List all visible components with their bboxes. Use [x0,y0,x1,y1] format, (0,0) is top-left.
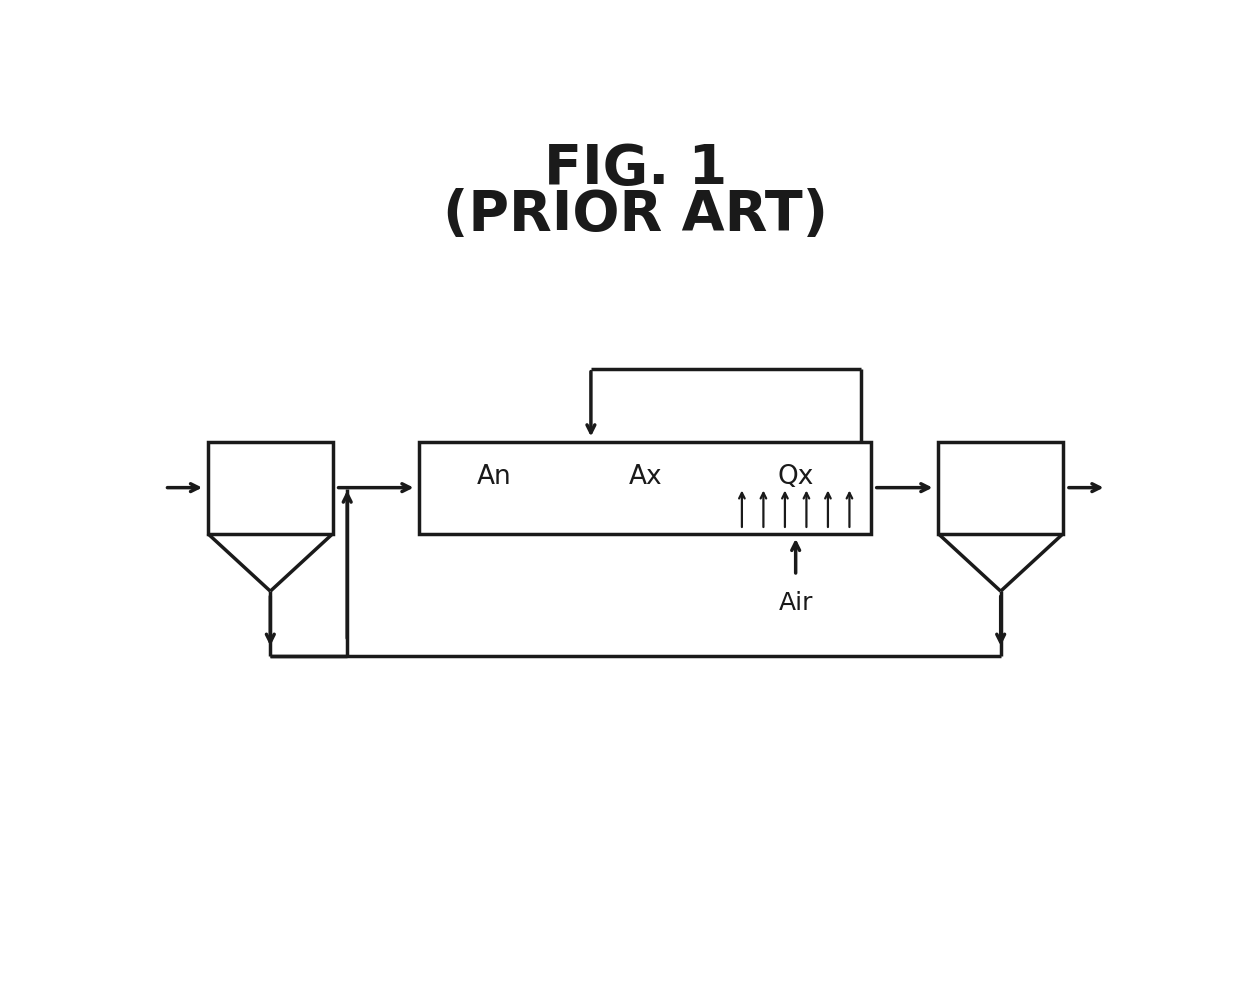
Text: (PRIOR ART): (PRIOR ART) [443,188,828,242]
Text: An: An [477,463,512,490]
Bar [939,441,1063,534]
Text: Qx: Qx [777,463,813,490]
Text: Ax: Ax [629,463,662,490]
Text: Air: Air [779,591,813,615]
Text: FIG. 1: FIG. 1 [544,142,727,196]
Bar [208,441,332,534]
Bar [419,441,870,534]
